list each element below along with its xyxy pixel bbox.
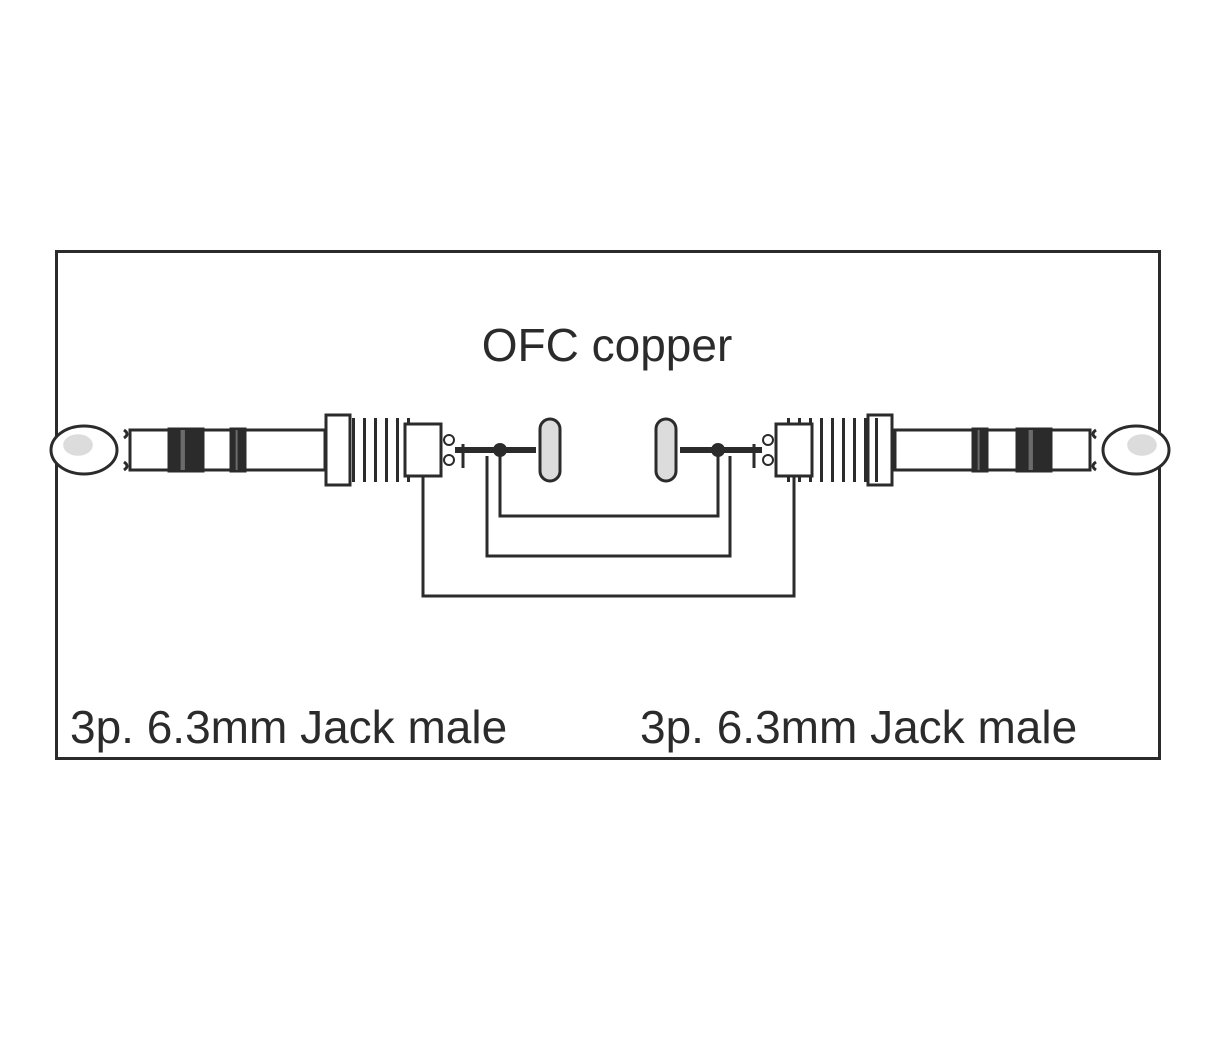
page: OFC copper 3p. 6.3mm Jack male 3p. 6.3mm… <box>0 0 1214 1045</box>
label-right-connector: 3p. 6.3mm Jack male <box>640 700 1077 754</box>
label-left-connector: 3p. 6.3mm Jack male <box>70 700 507 754</box>
wiring-diagram <box>0 0 1214 1045</box>
label-ofc-copper: OFC copper <box>0 318 1214 372</box>
